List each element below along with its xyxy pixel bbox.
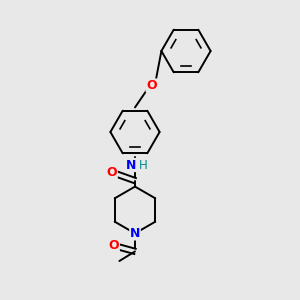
Text: O: O (106, 166, 117, 179)
Text: H: H (139, 158, 148, 172)
Text: O: O (109, 239, 119, 252)
Text: O: O (146, 79, 157, 92)
Text: N: N (130, 227, 140, 240)
Text: N: N (126, 158, 136, 172)
